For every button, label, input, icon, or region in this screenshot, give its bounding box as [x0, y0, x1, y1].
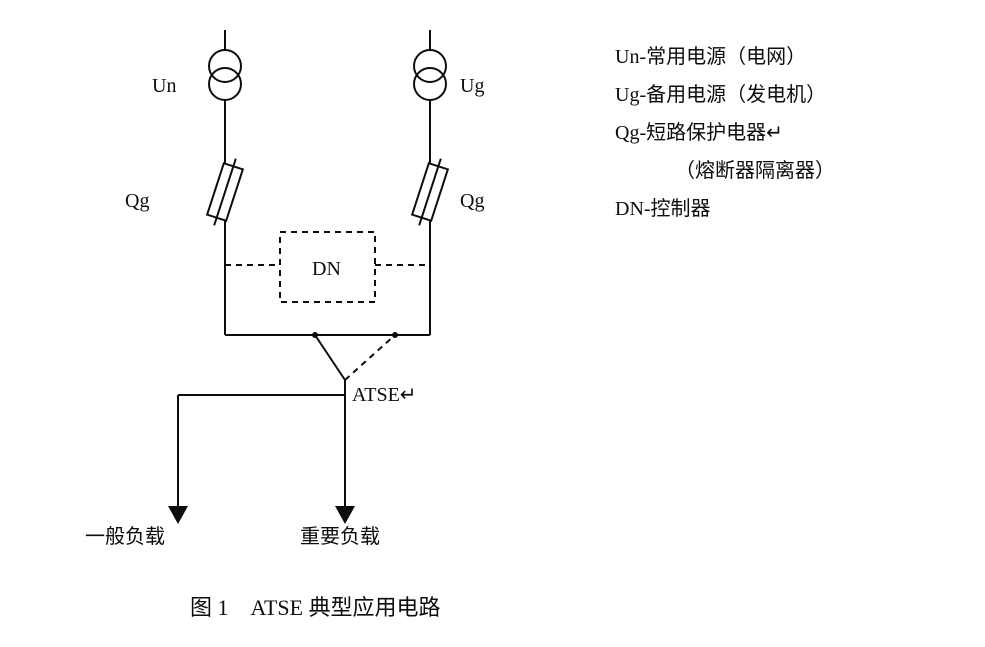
label-un: Un — [152, 75, 176, 98]
label-load-left: 一般负载 — [85, 520, 165, 549]
label-load-right: 重要负载 — [300, 520, 380, 549]
circuit-diagram — [0, 0, 985, 647]
label-ug: Ug — [460, 75, 484, 98]
label-qg-right: Qg — [460, 190, 484, 213]
caption: 图 1 ATSE 典型应用电路 — [190, 590, 441, 622]
legend-ug: Ug-备用电源（发电机） — [615, 78, 826, 107]
legend-qg1: Qg-短路保护电器↵ — [615, 116, 783, 145]
label-qg-left: Qg — [125, 190, 149, 213]
legend-un: Un-常用电源（电网） — [615, 40, 806, 69]
legend-qg2: （熔断器隔离器） — [675, 154, 835, 183]
label-dn: DN — [312, 258, 341, 281]
legend-dn: DN-控制器 — [615, 192, 711, 221]
label-atse: ATSE↵ — [352, 382, 417, 407]
